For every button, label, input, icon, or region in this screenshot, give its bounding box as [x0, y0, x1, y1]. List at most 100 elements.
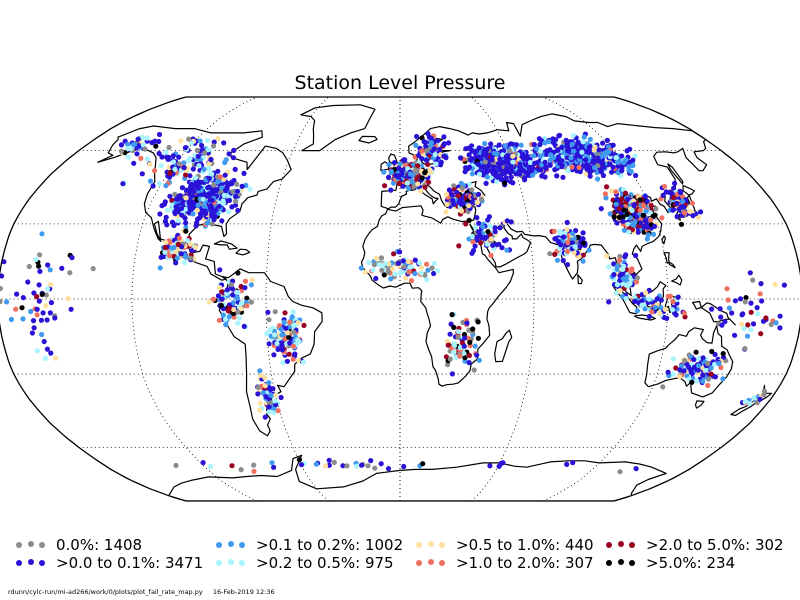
station-marker [368, 458, 374, 464]
station-marker [709, 306, 715, 312]
station-marker [223, 322, 229, 328]
station-marker [230, 155, 237, 161]
station-marker [441, 134, 447, 140]
station-marker [207, 463, 213, 469]
station-marker [580, 258, 586, 264]
station-marker [652, 212, 658, 218]
station-marker [674, 200, 680, 206]
coastline [694, 400, 705, 409]
station-marker [627, 215, 634, 221]
station-marker [33, 256, 39, 263]
station-marker [238, 306, 244, 312]
station-marker [637, 207, 643, 213]
station-marker [140, 142, 146, 148]
station-marker [132, 141, 138, 147]
station-marker [469, 233, 475, 239]
station-marker [31, 325, 37, 331]
station-marker [163, 149, 169, 155]
station-marker [221, 140, 227, 146]
station-marker [482, 235, 488, 241]
station-marker [25, 279, 31, 285]
station-marker [166, 144, 172, 151]
station-marker [456, 243, 462, 249]
station-marker [691, 357, 697, 363]
station-marker [461, 343, 467, 349]
station-marker [565, 168, 571, 174]
station-marker [587, 173, 593, 179]
station-marker [290, 356, 296, 362]
station-marker [182, 260, 188, 266]
station-marker [681, 310, 687, 316]
station-marker [159, 154, 165, 160]
station-marker [191, 189, 197, 195]
station-marker [671, 194, 677, 201]
station-marker [156, 180, 163, 187]
station-marker [674, 214, 680, 220]
station-marker [517, 161, 523, 167]
station-marker [273, 402, 279, 408]
footer-caption: rdunn/cylc-run/mi-ad266/work/0/plots/plo… [8, 588, 275, 596]
station-marker [232, 198, 239, 204]
station-marker [449, 192, 455, 198]
station-marker [470, 326, 476, 332]
station-marker [118, 142, 125, 148]
station-marker [386, 161, 392, 168]
station-marker [395, 174, 401, 180]
station-marker [494, 178, 500, 184]
station-marker [527, 159, 534, 166]
station-markers [0, 131, 788, 475]
station-marker [658, 305, 664, 311]
station-marker [482, 159, 488, 165]
station-marker [173, 462, 179, 469]
station-marker [390, 266, 396, 272]
station-marker [379, 267, 385, 273]
station-marker [275, 408, 281, 414]
station-marker [230, 300, 236, 306]
station-marker [572, 244, 578, 250]
station-marker [257, 400, 263, 406]
station-marker [643, 290, 649, 296]
station-marker [475, 319, 481, 325]
station-marker [378, 255, 385, 261]
station-marker [215, 293, 221, 299]
station-marker [463, 146, 469, 152]
station-marker [768, 321, 774, 328]
station-marker [39, 231, 45, 237]
station-marker [257, 368, 263, 374]
station-marker [586, 147, 592, 153]
station-marker [419, 135, 425, 141]
station-marker [125, 154, 131, 160]
station-marker [205, 138, 211, 144]
station-marker [670, 299, 676, 305]
station-marker [169, 245, 175, 251]
station-marker [235, 309, 241, 315]
station-marker [159, 203, 165, 209]
station-marker [632, 298, 638, 304]
station-marker [40, 310, 46, 316]
station-marker [449, 312, 455, 318]
station-marker [488, 236, 494, 242]
coastline [300, 104, 376, 152]
station-marker [432, 152, 438, 158]
station-marker [179, 185, 185, 191]
station-marker [210, 143, 217, 149]
station-marker [577, 243, 583, 249]
legend-label: >1.0 to 2.0%: 307 [456, 554, 594, 572]
station-marker [518, 142, 524, 148]
station-marker [559, 162, 565, 169]
station-marker [485, 164, 491, 170]
station-marker [177, 193, 183, 199]
station-marker [466, 164, 472, 170]
station-marker [621, 227, 627, 233]
legend-marker [604, 541, 640, 551]
station-marker [678, 221, 685, 227]
station-marker [272, 398, 278, 404]
station-marker [424, 261, 430, 267]
coastline [644, 325, 734, 398]
station-marker [681, 368, 687, 374]
station-marker [488, 252, 494, 258]
station-marker [205, 185, 211, 191]
station-marker [471, 367, 477, 373]
station-marker [226, 151, 232, 157]
station-marker [388, 187, 394, 193]
